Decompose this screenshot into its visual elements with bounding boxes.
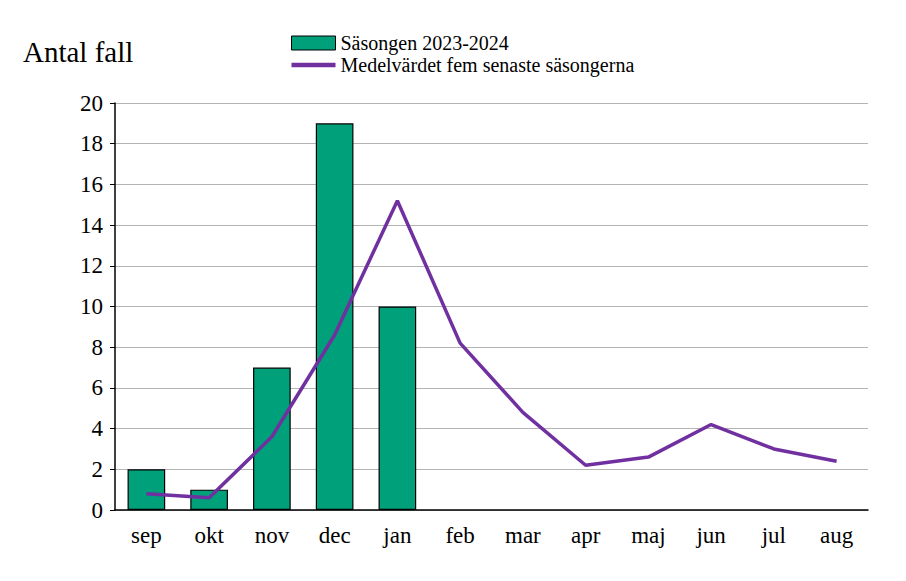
svg-text:aug: aug [820,523,854,548]
svg-text:maj: maj [631,523,666,548]
svg-text:jun: jun [695,523,726,548]
svg-text:okt: okt [194,523,224,548]
svg-text:2: 2 [92,457,104,482]
svg-text:18: 18 [80,131,103,156]
svg-text:jan: jan [382,523,412,548]
svg-text:sep: sep [131,523,162,548]
svg-text:8: 8 [92,335,104,360]
svg-text:20: 20 [80,91,103,116]
svg-text:16: 16 [80,172,103,197]
svg-text:10: 10 [80,294,103,319]
svg-text:Antal fall: Antal fall [23,36,133,68]
svg-text:Säsongen 2023-2024: Säsongen 2023-2024 [341,32,509,55]
svg-text:apr: apr [571,523,601,548]
svg-text:dec: dec [319,523,351,548]
svg-text:Medelvärdet fem senaste säsong: Medelvärdet fem senaste säsongerna [341,54,635,77]
svg-text:jul: jul [761,523,786,548]
svg-text:14: 14 [80,213,104,238]
svg-text:mar: mar [505,523,541,548]
svg-text:6: 6 [92,375,104,400]
svg-text:feb: feb [445,523,474,548]
svg-text:nov: nov [255,523,290,548]
svg-text:4: 4 [92,416,104,441]
svg-text:12: 12 [80,253,103,278]
svg-text:0: 0 [92,498,104,523]
